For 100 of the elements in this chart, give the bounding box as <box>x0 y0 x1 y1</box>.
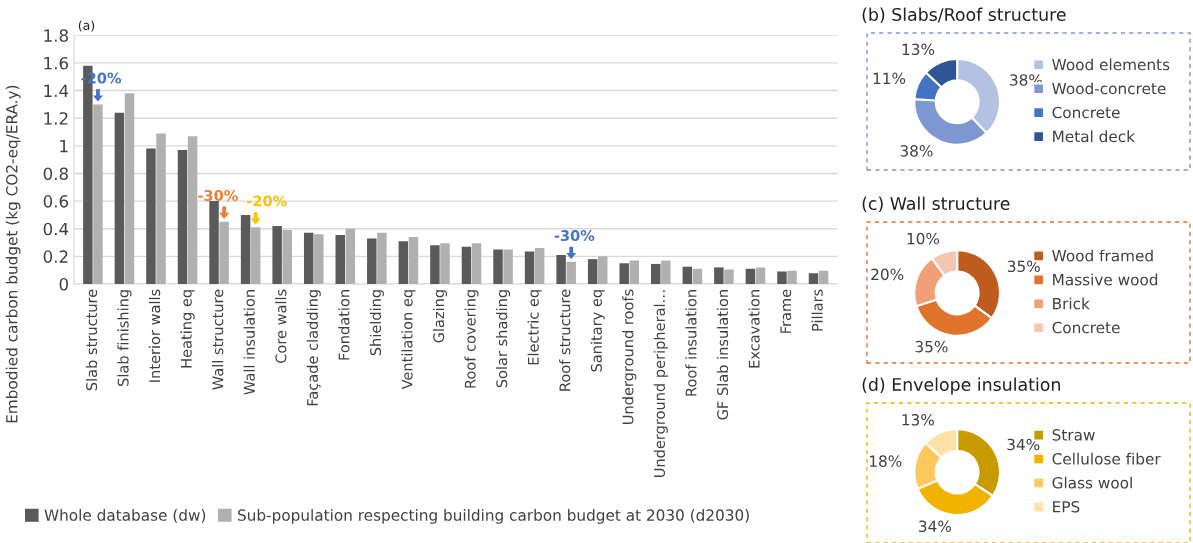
y-tick-label: 0.8 <box>43 167 68 181</box>
bar <box>598 256 608 284</box>
legend-label: Whole database (dw) <box>44 509 206 523</box>
bar <box>724 269 734 284</box>
x-tick-label: Ventilation eq <box>401 290 416 390</box>
chart-title: (c) Wall structure <box>862 196 1010 213</box>
bar <box>777 271 787 284</box>
bar <box>272 225 282 284</box>
bar <box>818 270 829 284</box>
bar <box>408 237 419 284</box>
bar <box>682 266 693 284</box>
y-tick-label: 1.6 <box>44 56 69 70</box>
x-tick-label: Frame <box>780 289 792 333</box>
bar <box>377 232 387 284</box>
bar <box>303 232 314 284</box>
data-label: 34% <box>1007 438 1040 451</box>
bar <box>367 238 377 284</box>
annotation: -30% <box>554 230 595 242</box>
annotation: -20% <box>247 195 287 207</box>
legend-label: Brick <box>1053 297 1090 310</box>
legend-label: Wood-concrete <box>1052 82 1166 95</box>
y-tick-label: 1.4 <box>44 84 69 97</box>
bar <box>629 260 640 284</box>
annotation: -30% <box>198 190 238 202</box>
bar <box>177 149 188 284</box>
legend-label: Wood elements <box>1052 58 1170 71</box>
legend-label: Concrete <box>1052 321 1120 334</box>
bar <box>493 249 503 284</box>
x-tick-label: GF Slab insulation <box>716 290 729 420</box>
bar <box>440 243 450 284</box>
x-tick-label: Glazing <box>432 290 448 343</box>
y-tick-label: 1.2 <box>44 112 68 125</box>
bar <box>651 263 661 284</box>
x-tick-label: Core walls <box>275 289 287 363</box>
data-label: 13% <box>902 413 934 426</box>
y-tick-label: 0.2 <box>43 250 68 263</box>
bar <box>661 260 671 284</box>
x-tick-label: Slab finishing <box>117 290 132 386</box>
bar <box>808 273 819 284</box>
data-label: 35% <box>915 340 948 353</box>
bar <box>240 214 251 284</box>
legend-label: Massive wood <box>1053 273 1158 286</box>
x-tick-label: Wall insulation <box>243 290 255 395</box>
bar <box>335 234 345 284</box>
bar <box>714 267 724 284</box>
x-tick-label: Shielding <box>369 290 384 356</box>
bar <box>398 241 409 284</box>
y-tick-label: 1.8 <box>44 29 68 42</box>
bar <box>209 201 219 284</box>
y-tick-label: 0 <box>59 277 68 291</box>
legend-label: EPS <box>1053 500 1080 513</box>
bar <box>503 249 513 284</box>
bar <box>187 136 198 284</box>
legend-label: Cellulose fiber <box>1052 452 1161 465</box>
data-label: 18% <box>870 455 902 467</box>
bar <box>524 251 535 284</box>
x-tick-label: Electric eq <box>527 290 542 365</box>
legend-label: Concrete <box>1052 106 1120 119</box>
x-tick-label: Slab structure <box>85 289 98 391</box>
bar <box>314 234 324 284</box>
x-tick-label: Underground roofs <box>622 289 637 424</box>
x-tick-label: Underground peripheral… <box>653 290 668 478</box>
y-tick-label: 0.4 <box>43 222 69 236</box>
legend-label: Straw <box>1052 429 1095 441</box>
bar <box>124 93 135 284</box>
bar <box>587 259 598 284</box>
data-label: 11% <box>873 72 906 85</box>
x-tick-label: Pillars <box>811 289 823 331</box>
bar <box>787 270 797 284</box>
chart-title: (b) Slabs/Roof structure <box>862 7 1066 24</box>
legend-label: Wood framed <box>1052 249 1153 262</box>
y-tick-label: 1 <box>60 140 68 153</box>
bar <box>534 248 545 284</box>
legend-label: Sub-population respecting building carbon budget at 2030 (d2030) <box>238 509 749 524</box>
x-tick-label: Interior walls <box>148 289 161 382</box>
data-label: 13% <box>902 43 935 56</box>
data-label: 38% <box>900 145 933 157</box>
data-label: 20% <box>871 268 904 281</box>
text: (a) <box>78 20 95 32</box>
bar <box>156 133 166 284</box>
x-tick-label: Roof covering <box>464 290 479 388</box>
x-tick-label: Façade cladding <box>306 290 321 406</box>
x-tick-label: Roof structure <box>559 289 571 391</box>
x-tick-label: Sanitary eq <box>590 290 605 372</box>
bar <box>146 148 156 284</box>
bar <box>282 230 292 284</box>
bar <box>619 263 629 284</box>
legend-label: Metal deck <box>1053 130 1135 143</box>
x-tick-label: Excavation <box>748 290 760 368</box>
bar <box>692 268 703 284</box>
bar <box>745 268 756 284</box>
bar <box>114 112 125 284</box>
bar <box>461 246 472 284</box>
x-tick-label: Heating eq <box>180 290 195 368</box>
bar <box>430 245 440 284</box>
y-axis-title: Embodied carbon budget (kg CO2-eq/ERA.y) <box>5 85 21 423</box>
x-tick-label: Fondation <box>338 290 350 360</box>
x-tick-label: Roof insulation <box>685 290 697 396</box>
bar <box>471 243 482 284</box>
data-label: 34% <box>919 520 951 533</box>
